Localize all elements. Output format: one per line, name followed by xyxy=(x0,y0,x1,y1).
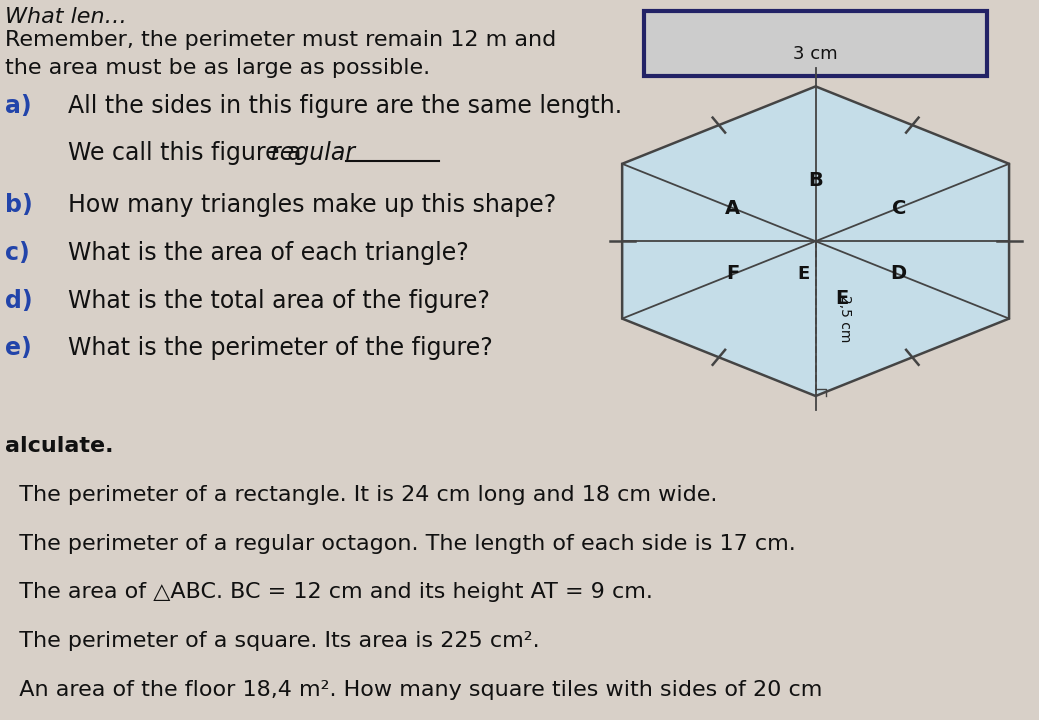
Text: E: E xyxy=(797,265,809,282)
Polygon shape xyxy=(622,86,1009,396)
Text: Remember, the perimeter must remain 12 m and: Remember, the perimeter must remain 12 m… xyxy=(5,30,557,50)
Text: We call this figure a: We call this figure a xyxy=(68,141,309,165)
Text: B: B xyxy=(808,171,823,189)
Text: How many triangles make up this shape?: How many triangles make up this shape? xyxy=(68,194,556,217)
Text: 3 cm: 3 cm xyxy=(794,45,837,63)
Text: A: A xyxy=(725,199,740,218)
Text: What is the total area of the figure?: What is the total area of the figure? xyxy=(68,289,489,312)
Text: d): d) xyxy=(5,289,33,312)
Text: All the sides in this figure are the same length.: All the sides in this figure are the sam… xyxy=(68,94,621,117)
Text: C: C xyxy=(891,199,906,218)
Text: The area of △ABC. BC = 12 cm and its height AT = 9 cm.: The area of △ABC. BC = 12 cm and its hei… xyxy=(5,582,654,603)
Text: The perimeter of a rectangle. It is 24 cm long and 18 cm wide.: The perimeter of a rectangle. It is 24 c… xyxy=(5,485,718,505)
Text: the area must be as large as possible.: the area must be as large as possible. xyxy=(5,58,430,78)
Text: regular: regular xyxy=(270,141,355,165)
Text: What is the perimeter of the figure?: What is the perimeter of the figure? xyxy=(68,336,492,360)
Text: What len…: What len… xyxy=(5,7,127,27)
Text: What is the area of each triangle?: What is the area of each triangle? xyxy=(68,241,469,265)
Polygon shape xyxy=(644,11,987,76)
Text: The perimeter of a regular octagon. The length of each side is 17 cm.: The perimeter of a regular octagon. The … xyxy=(5,534,796,554)
Text: e): e) xyxy=(5,336,32,360)
Text: E: E xyxy=(835,289,848,308)
Text: The perimeter of a square. Its area is 225 cm².: The perimeter of a square. Its area is 2… xyxy=(5,631,540,652)
Text: a): a) xyxy=(5,94,32,117)
Text: D: D xyxy=(890,264,907,283)
Text: An area of the floor 18,4 m². How many square tiles with sides of 20 cm: An area of the floor 18,4 m². How many s… xyxy=(5,680,823,701)
Text: b): b) xyxy=(5,194,33,217)
Text: F: F xyxy=(726,264,739,283)
Text: c): c) xyxy=(5,241,30,265)
Text: 2,5 cm: 2,5 cm xyxy=(838,295,852,342)
Text: alculate.: alculate. xyxy=(5,436,113,456)
